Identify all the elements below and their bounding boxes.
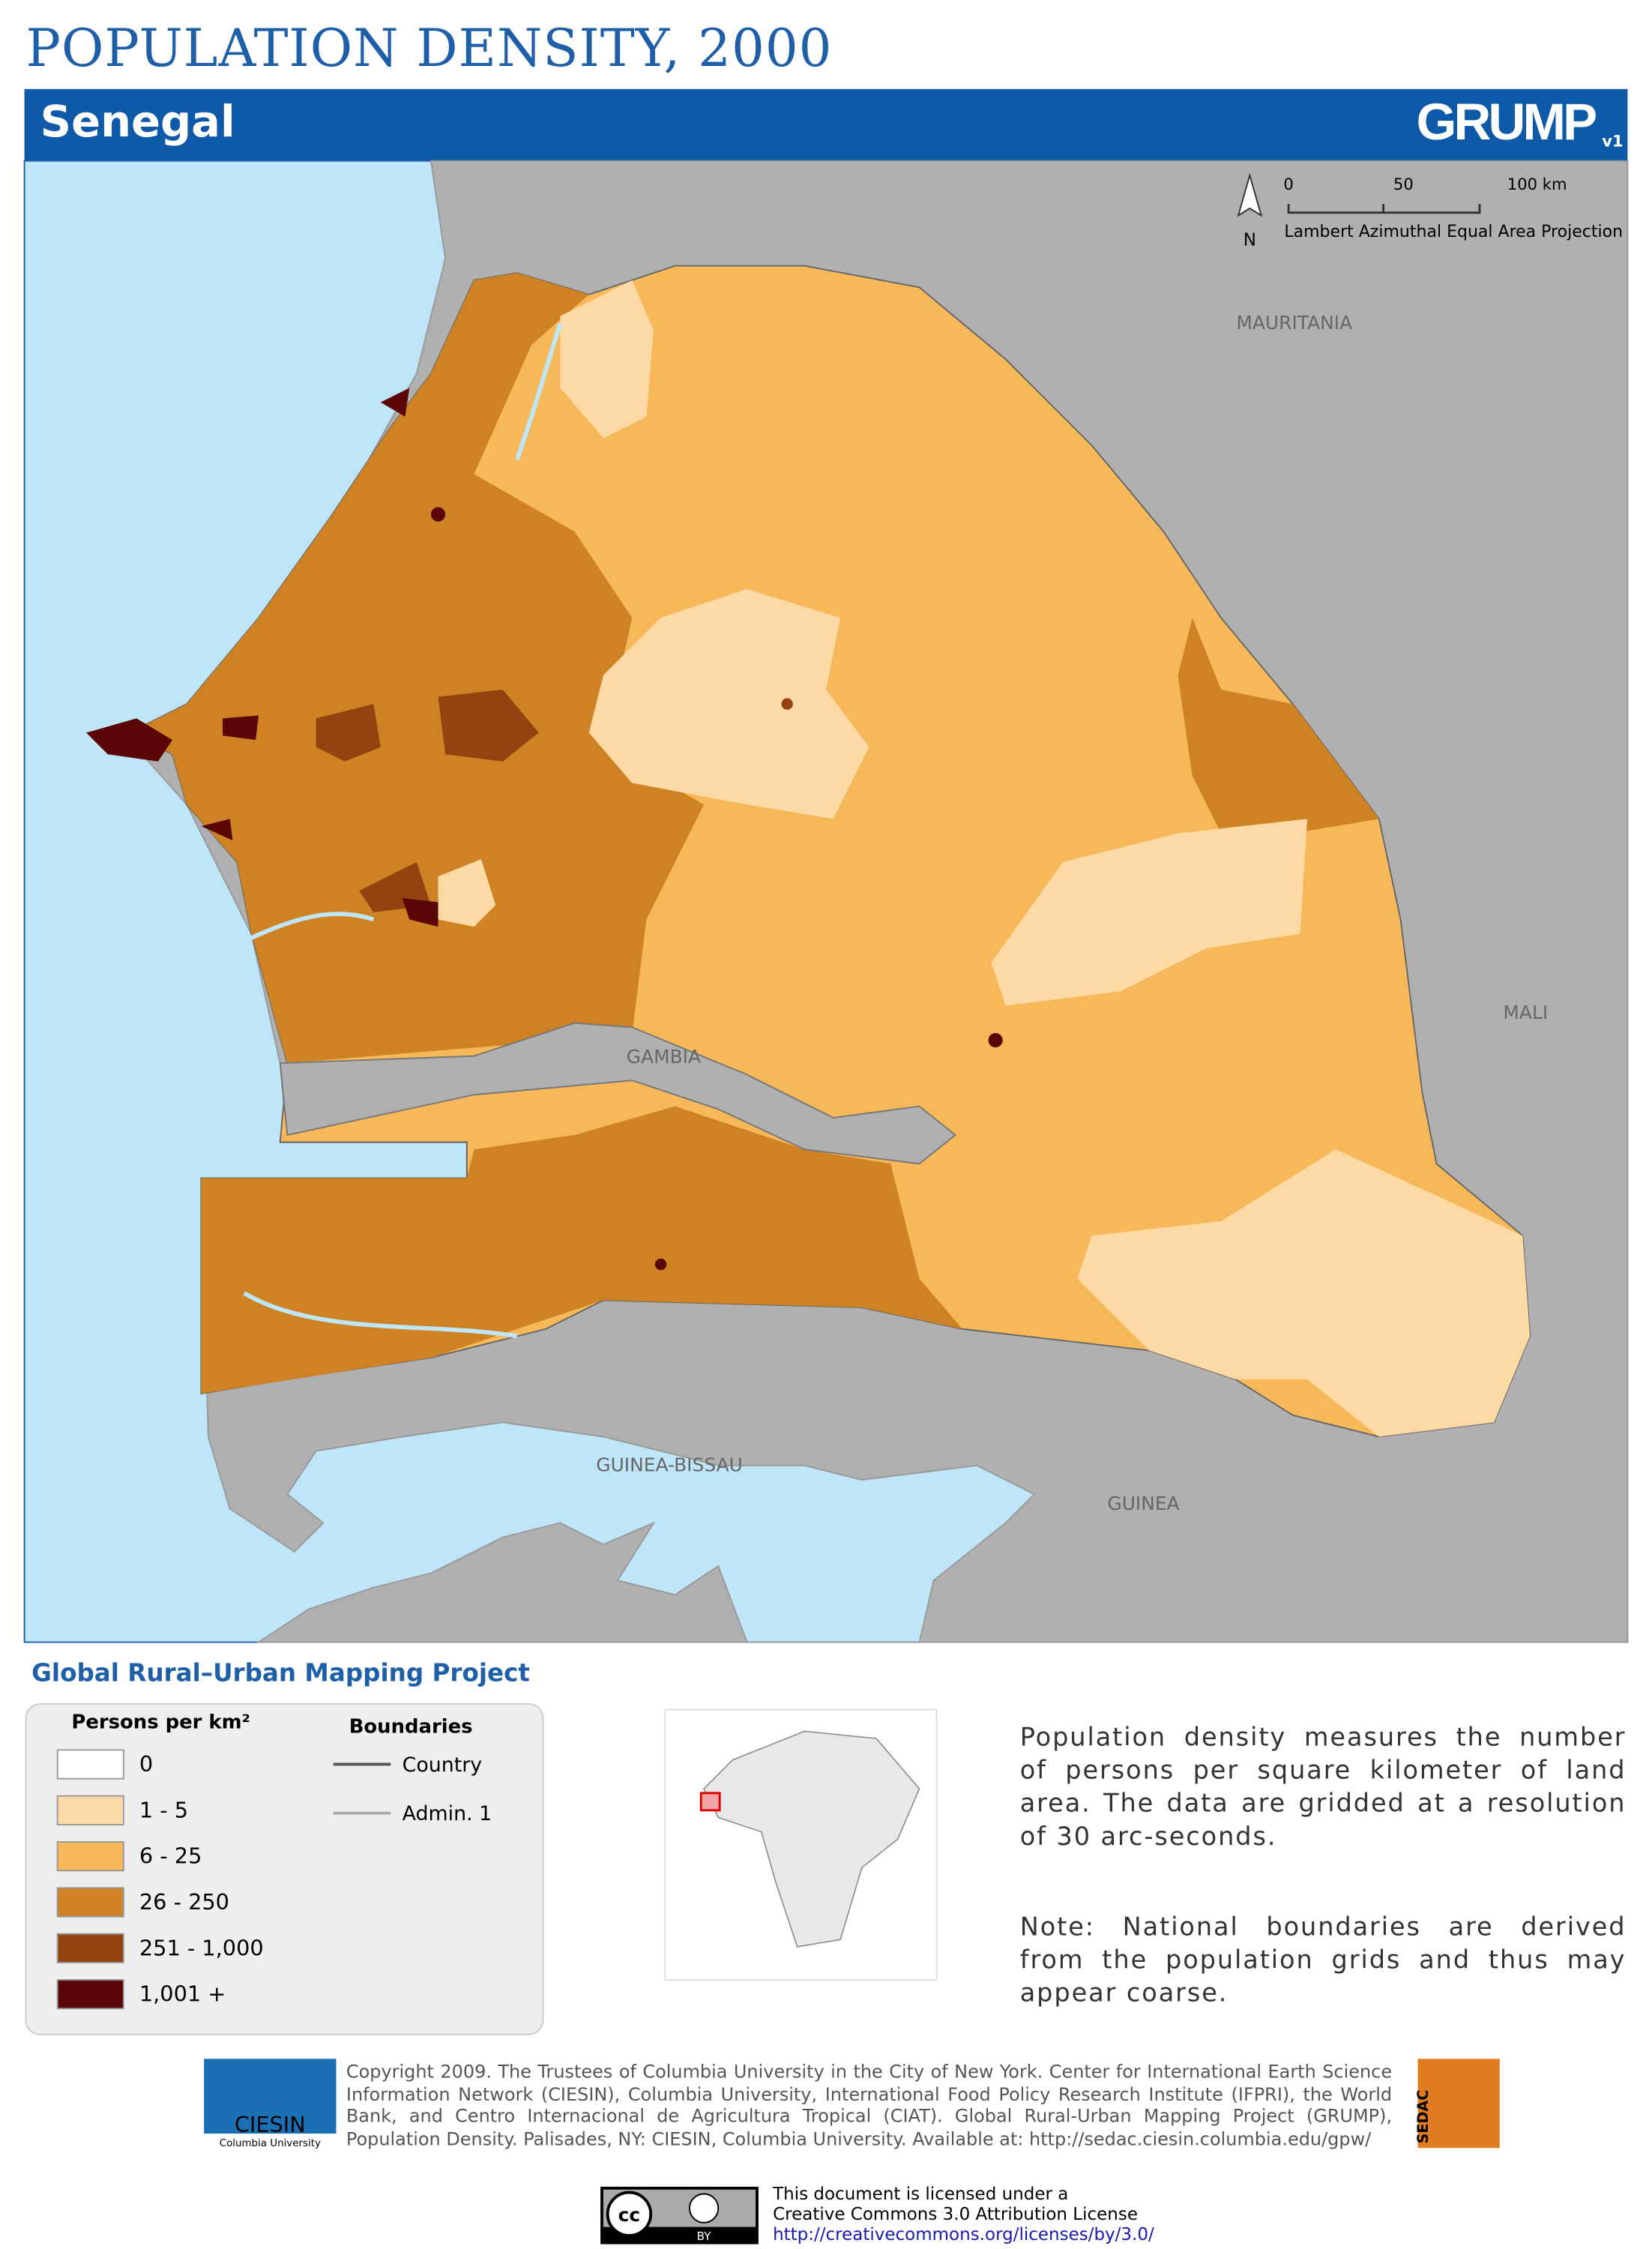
by-circle <box>688 2193 720 2224</box>
legend-swatch <box>56 1749 124 1780</box>
license: This document is licensed under a Creati… <box>773 2184 1154 2244</box>
legend-label: 0 <box>139 1751 153 1777</box>
north-arrow <box>1237 172 1263 217</box>
logo-version: v1 <box>1602 132 1624 151</box>
license-line: This document is licensed under a <box>773 2184 1069 2204</box>
region-26-250 <box>129 273 705 1064</box>
scale-label: 100 km <box>1507 175 1567 193</box>
legend-title: Boundaries <box>349 1715 473 1738</box>
north-label: N <box>1243 231 1256 250</box>
cc-text: cc <box>618 2204 641 2226</box>
city <box>430 507 446 522</box>
project-title: Global Rural–Urban Mapping Project <box>31 1659 531 1688</box>
country-label: GUINEA-BISSAU <box>596 1454 743 1475</box>
sedac-logo <box>1417 2059 1500 2149</box>
cc-circle <box>606 2191 653 2237</box>
region-1-5 <box>438 859 496 927</box>
legend-title: Persons per km² <box>71 1711 250 1734</box>
region-251-1000 <box>316 689 539 912</box>
license-line: http://creativecommons.org/licenses/by/3… <box>773 2224 1154 2245</box>
note: Note: National boundaries are derived fr… <box>1019 1913 1627 2009</box>
legend-swatch <box>56 1840 124 1872</box>
country-label: GUINEA <box>1107 1493 1179 1514</box>
legend-swatch <box>56 1887 124 1918</box>
sedac-text: SEDAC <box>1414 2090 1432 2144</box>
country-label: GAMBIA <box>627 1046 701 1068</box>
logo: GRUMP <box>1416 91 1597 151</box>
legend-swatch <box>56 1933 124 1963</box>
region-1-5 <box>560 280 654 439</box>
legend-items: 0 1 - 5 6 - 25 26 - 250 251 - 1,000 1,001 + Co… <box>56 1749 492 2010</box>
river <box>229 322 563 1339</box>
projection: Lambert Azimuthal Equal Area Projection <box>1284 223 1623 241</box>
description: Population density measures the number o… <box>1019 1723 1627 1852</box>
city <box>781 698 793 710</box>
legend-label: 1,001 + <box>139 1981 226 2007</box>
city <box>988 1032 1003 1048</box>
title-bar <box>24 88 1628 161</box>
legend-label: 1 - 5 <box>139 1797 188 1822</box>
legend-swatch <box>56 1978 124 2010</box>
license-line: Creative Commons 3.0 Attribution License <box>773 2203 1139 2224</box>
ciesin-text: CIESIN <box>235 2112 306 2137</box>
legend-label: Country <box>403 1753 483 1777</box>
title: POPULATION DENSITY, 2000 <box>25 19 833 79</box>
legend-swatch <box>56 1795 124 1825</box>
region-26-250 <box>201 1106 963 1394</box>
copyright: Copyright 2009. The Trustees of Columbia… <box>346 2060 1393 2149</box>
by-text: BY <box>697 2230 712 2243</box>
legend-label: 251 - 1,000 <box>139 1935 264 1960</box>
legend-label: Admin. 1 <box>403 1802 492 1825</box>
country-label: MAURITANIA <box>1236 312 1352 334</box>
inset-locator <box>699 1792 721 1812</box>
region-1-5 <box>588 588 869 819</box>
subtitle: Senegal <box>40 97 235 148</box>
gambia <box>279 1022 957 1165</box>
inset-africa <box>703 1730 920 1948</box>
scale-label: 50 <box>1393 175 1414 193</box>
city <box>654 1258 667 1271</box>
legend-box <box>25 1703 544 2035</box>
legend-label: 6 - 25 <box>139 1843 202 1869</box>
country-label: MALI <box>1503 1002 1548 1023</box>
region-26-250 <box>1178 618 1379 834</box>
region-1-5 <box>1077 1149 1531 1437</box>
ciesin-sub: Columbia University <box>220 2138 321 2149</box>
ciesin-logo <box>204 2059 337 2134</box>
scale-label: 0 <box>1283 175 1293 193</box>
legend-label: 26 - 250 <box>139 1889 229 1915</box>
scale-bar <box>1287 204 1481 214</box>
region-1-5 <box>991 819 1308 1006</box>
